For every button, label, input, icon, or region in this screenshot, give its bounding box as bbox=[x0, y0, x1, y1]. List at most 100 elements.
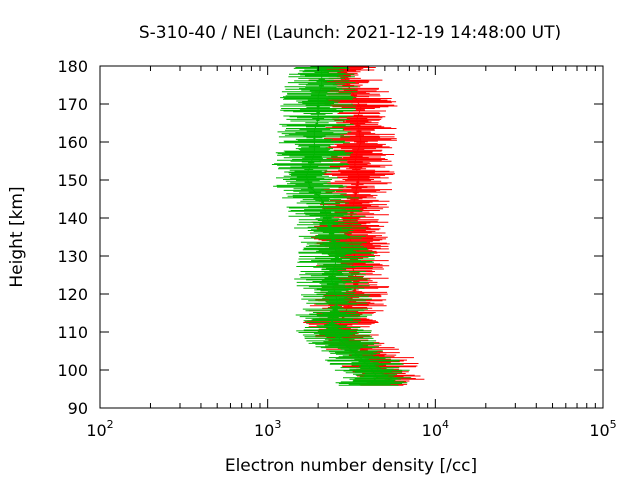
data-line-series-1 bbox=[355, 98, 357, 100]
data-line-series-2 bbox=[361, 358, 363, 361]
data-line-series-2 bbox=[372, 371, 375, 373]
data-line-series-2 bbox=[375, 377, 378, 379]
data-line-series-2 bbox=[344, 343, 346, 346]
data-line-series-2 bbox=[341, 341, 344, 343]
data-line-series-2 bbox=[351, 350, 354, 353]
data-line-series-2 bbox=[355, 353, 358, 356]
data-line-series-2 bbox=[312, 189, 314, 191]
y-tick-label: 140 bbox=[57, 209, 88, 228]
data-line-series-1 bbox=[352, 94, 355, 96]
data-line-series-2 bbox=[373, 372, 375, 374]
data-line-series-2 bbox=[339, 338, 341, 341]
data-line-series-2 bbox=[371, 369, 374, 372]
y-tick-label: 90 bbox=[68, 399, 88, 418]
data-line-series-2 bbox=[368, 366, 371, 368]
data-line-series-2 bbox=[333, 331, 336, 333]
data-line-series-2 bbox=[369, 367, 372, 369]
x-tick-label: 103 bbox=[254, 418, 281, 440]
data-line-series-2 bbox=[363, 361, 366, 363]
data-line-series-1 bbox=[353, 95, 356, 98]
data-line-series-2 bbox=[347, 347, 350, 349]
data-line-series-2 bbox=[346, 346, 349, 348]
data-line-series-1 bbox=[351, 92, 354, 94]
data-line-series-2 bbox=[311, 188, 313, 190]
data-line-series-2 bbox=[369, 383, 371, 385]
data-line-series-2 bbox=[360, 358, 362, 360]
data-line-series-2 bbox=[340, 339, 342, 342]
data-line-series-2 bbox=[317, 194, 319, 196]
data-line-series-2 bbox=[370, 368, 372, 370]
data-line-series-2 bbox=[366, 363, 368, 366]
data-line-series-2 bbox=[371, 381, 373, 384]
x-tick-label: 102 bbox=[86, 418, 113, 440]
data-line-series-2 bbox=[373, 378, 376, 381]
y-axis-label: Height [km] bbox=[7, 186, 27, 287]
y-tick-label: 100 bbox=[57, 361, 88, 380]
data-line-series-1 bbox=[359, 106, 362, 108]
data-line-series-2 bbox=[372, 379, 375, 382]
data-line-series-1 bbox=[355, 99, 358, 101]
x-tick-label: 104 bbox=[422, 418, 449, 440]
y-tick-label: 120 bbox=[57, 285, 88, 304]
data-line-series-2 bbox=[371, 368, 373, 371]
x-tick-label: 105 bbox=[589, 418, 616, 440]
data-line-series-2 bbox=[335, 333, 338, 336]
data-line-series-2 bbox=[356, 354, 359, 357]
data-line-series-2 bbox=[368, 384, 370, 386]
y-tick-label: 170 bbox=[57, 95, 88, 114]
y-tick-label: 110 bbox=[57, 323, 88, 342]
data-line-series-2 bbox=[370, 382, 372, 384]
data-line-series-1 bbox=[356, 100, 359, 103]
data-line-series-2 bbox=[346, 345, 348, 348]
data-line-series-2 bbox=[310, 187, 312, 190]
data-line-series-1 bbox=[352, 93, 354, 95]
data-line-series-2 bbox=[362, 359, 364, 362]
data-line-series-1 bbox=[360, 347, 363, 350]
data-line-series-2 bbox=[316, 193, 318, 195]
data-line-series-2 bbox=[314, 191, 317, 194]
y-tick-label: 150 bbox=[57, 171, 88, 190]
data-line-series-2 bbox=[375, 374, 377, 377]
data-line-series-2 bbox=[375, 375, 378, 378]
data-line-series-2 bbox=[349, 348, 352, 351]
data-line-series-2 bbox=[374, 378, 377, 380]
data-layer bbox=[271, 66, 425, 386]
data-line-series-2 bbox=[340, 340, 343, 343]
data-line-series-2 bbox=[342, 342, 345, 344]
data-line-series-2 bbox=[345, 344, 347, 347]
data-line-series-2 bbox=[372, 380, 374, 383]
data-line-series-1 bbox=[353, 94, 355, 97]
data-line-series-2 bbox=[374, 374, 377, 376]
data-line-series-2 bbox=[367, 365, 370, 368]
data-line-series-2 bbox=[343, 343, 346, 345]
data-line-series-2 bbox=[317, 195, 320, 197]
data-line-series-2 bbox=[354, 353, 357, 355]
data-line-series-1 bbox=[359, 105, 361, 108]
data-line-series-2 bbox=[318, 195, 321, 198]
x-axis-label: Electron number density [/cc] bbox=[225, 456, 477, 476]
data-line-series-2 bbox=[336, 335, 339, 338]
data-line-series-2 bbox=[367, 364, 369, 367]
data-line-series-2 bbox=[338, 338, 341, 340]
data-line-series-1 bbox=[350, 89, 352, 92]
data-line-series-2 bbox=[334, 332, 336, 334]
data-line-series-2 bbox=[348, 348, 351, 350]
data-line-series-2 bbox=[319, 196, 321, 199]
data-line-series-2 bbox=[359, 357, 362, 359]
data-line-series-2 bbox=[338, 337, 340, 339]
data-line-series-2 bbox=[334, 333, 337, 335]
data-line-series-2 bbox=[365, 363, 368, 365]
data-line-series-1 bbox=[358, 104, 360, 106]
data-line-series-2 bbox=[362, 360, 365, 363]
data-line-series-1 bbox=[380, 361, 383, 363]
data-line-series-1 bbox=[378, 365, 381, 368]
y-tick-label: 160 bbox=[57, 133, 88, 152]
data-line-series-2 bbox=[336, 334, 338, 337]
data-line-series-2 bbox=[315, 192, 317, 195]
data-line-series-2 bbox=[374, 373, 376, 375]
data-line-series-2 bbox=[350, 349, 353, 352]
data-line-series-2 bbox=[353, 352, 356, 354]
data-line-series-1 bbox=[362, 348, 365, 351]
data-line-series-1 bbox=[357, 101, 359, 103]
